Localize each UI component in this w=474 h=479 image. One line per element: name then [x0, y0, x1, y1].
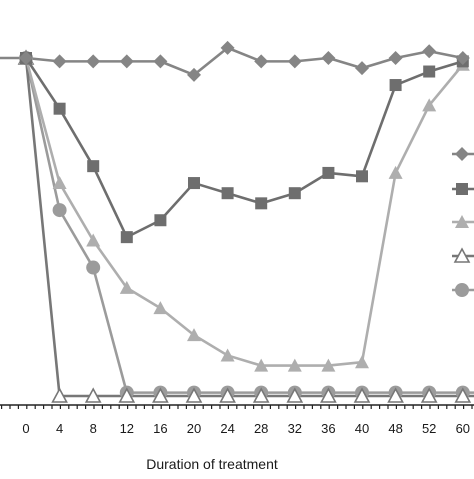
data-point-square: [53, 102, 66, 115]
legend-marker-triangle: [455, 215, 469, 228]
data-point-triangle: [355, 355, 369, 369]
data-point-triangle-open: [387, 387, 404, 403]
data-point-square: [87, 160, 100, 173]
data-point-triangle: [321, 358, 336, 372]
x-tick-label: 36: [321, 421, 335, 436]
data-point-triangle: [153, 301, 168, 315]
legend-marker-triangle-open: [453, 247, 471, 263]
data-point-diamond: [19, 51, 33, 65]
data-point-diamond: [153, 54, 168, 69]
data-point-square: [322, 166, 335, 179]
data-point-triangle: [220, 348, 235, 362]
data-point-triangle-open: [252, 387, 270, 403]
data-point-triangle-open: [286, 387, 304, 403]
x-tick-label: 24: [220, 421, 234, 436]
data-point-triangle-open: [353, 387, 371, 403]
x-tick-label: 48: [388, 421, 402, 436]
data-point-diamond: [52, 54, 67, 69]
data-point-diamond: [321, 51, 336, 65]
x-axis: 04812162024283236404852607: [0, 404, 474, 436]
data-point-triangle-open: [118, 387, 136, 403]
data-point-triangle: [287, 358, 302, 372]
series-line-triangle-open: [24, 57, 474, 398]
x-tick-label: 32: [288, 421, 302, 436]
series-line-square: [24, 57, 464, 239]
data-point-diamond: [187, 67, 201, 82]
data-point-triangle-open: [152, 387, 169, 403]
data-point-diamond: [388, 51, 403, 65]
data-point-circle: [86, 260, 101, 275]
series-line-triangle: [24, 57, 464, 367]
x-tick-label: 28: [254, 421, 268, 436]
x-tick-label: 16: [153, 421, 167, 436]
x-tick-label: 60: [456, 421, 470, 436]
data-point-triangle: [388, 165, 403, 179]
data-point-square: [221, 187, 234, 200]
series-line-circle: [24, 57, 474, 394]
data-point-diamond: [287, 54, 302, 69]
x-tick-label: 4: [56, 421, 63, 436]
data-point-triangle: [119, 280, 134, 294]
data-point-diamond: [119, 54, 134, 69]
data-point-diamond: [455, 51, 470, 65]
data-point-triangle: [86, 233, 101, 247]
x-tick-label: 20: [187, 421, 201, 436]
data-point-diamond: [254, 54, 269, 69]
data-point-triangle: [422, 98, 437, 112]
data-point-circle: [52, 203, 67, 218]
data-point-triangle-open: [84, 387, 102, 403]
data-point-triangle-open: [420, 387, 438, 403]
data-point-triangle: [52, 176, 67, 190]
legend-marker-diamond: [455, 147, 469, 161]
series-markers: [17, 40, 472, 403]
x-tick-label: 40: [355, 421, 369, 436]
data-point-triangle-open: [51, 387, 68, 403]
data-point-square: [188, 177, 200, 190]
data-point-square: [120, 231, 133, 244]
data-point-diamond: [355, 61, 369, 76]
data-point-triangle: [254, 358, 269, 372]
legend: [452, 147, 474, 297]
x-tick-label: 12: [120, 421, 134, 436]
data-point-diamond: [86, 54, 101, 69]
series-lines: [0, 46, 474, 398]
data-point-diamond: [220, 40, 235, 55]
data-point-square: [423, 65, 436, 78]
x-tick-label: 8: [90, 421, 97, 436]
x-tick-label: 52: [422, 421, 436, 436]
data-point-square: [288, 187, 301, 200]
x-axis-label: Duration of treatment: [146, 456, 278, 472]
legend-marker-circle: [455, 283, 469, 297]
data-point-diamond: [422, 44, 437, 59]
data-point-triangle-open: [320, 387, 337, 403]
data-point-square: [356, 170, 368, 183]
data-point-square: [154, 214, 167, 227]
data-point-triangle: [187, 328, 201, 342]
x-tick-label: 0: [22, 421, 29, 436]
data-point-triangle-open: [219, 387, 236, 403]
legend-marker-square: [456, 183, 468, 195]
data-point-square: [389, 79, 402, 92]
data-point-triangle-open: [454, 387, 472, 403]
data-point-triangle-open: [185, 387, 203, 403]
data-point-square: [255, 197, 268, 210]
